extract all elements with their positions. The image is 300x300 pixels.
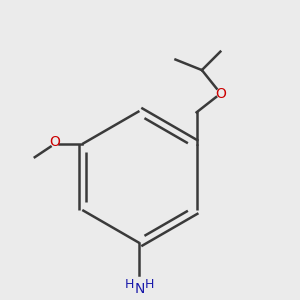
Text: H: H [125,278,135,291]
Text: O: O [50,135,60,149]
Text: N: N [134,283,145,296]
Text: O: O [215,87,226,101]
Text: H: H [144,278,154,291]
